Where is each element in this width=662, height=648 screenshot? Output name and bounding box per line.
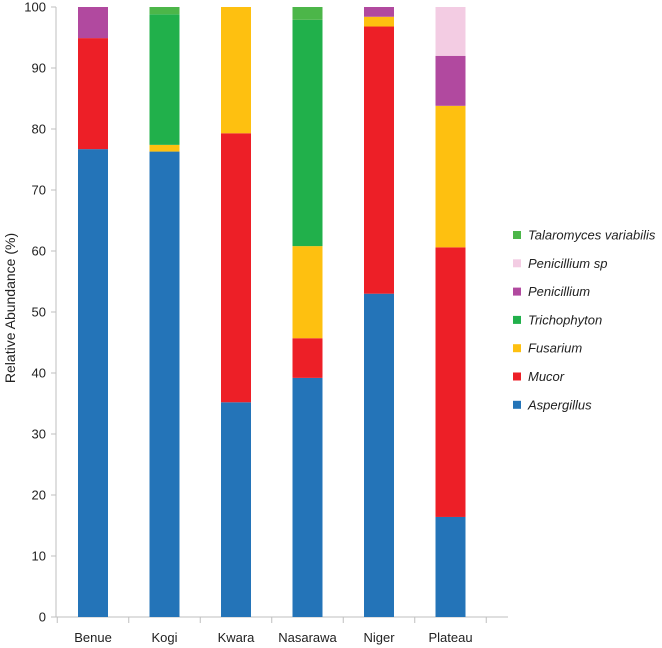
- bar-kogi-fusarium: [149, 144, 180, 152]
- legend-label-fusarium: Fusarium: [528, 341, 582, 356]
- bar-nasarawa-fusarium: [292, 246, 323, 339]
- legend-label-aspergillus: Aspergillus: [527, 397, 592, 412]
- bar-kwara-aspergillus: [221, 402, 251, 617]
- legend-swatch-penicillium-sp: [513, 259, 521, 268]
- x-tick-label-nasarawa: Nasarawa: [278, 630, 337, 645]
- bar-nasarawa-mucor: [292, 338, 323, 378]
- legend-swatch-trichophyton: [513, 315, 521, 324]
- legend-swatch-penicillium: [513, 287, 521, 296]
- y-tick-label: 10: [32, 549, 46, 564]
- bar-kwara-fusarium: [221, 7, 251, 134]
- x-axis: Benue Kogi Kwara Nasarawa Niger Plateau: [56, 616, 508, 645]
- legend-swatch-fusarium: [513, 344, 521, 353]
- legend-swatch-mucor: [513, 372, 521, 381]
- x-tick-label-plateau: Plateau: [428, 630, 472, 645]
- y-tick-label: 40: [32, 366, 46, 381]
- bar-kogi-trichophyton: [149, 14, 180, 145]
- y-tick-label: 90: [32, 61, 46, 76]
- bar-nasarawa-trichophyton: [292, 19, 323, 247]
- bar-plateau-penicillium: [435, 55, 466, 106]
- y-tick-label: 100: [24, 0, 46, 15]
- bar-plateau-fusarium: [435, 105, 466, 248]
- legend-label-penicillium: Penicillium: [528, 284, 590, 299]
- y-tick-label: 60: [32, 244, 46, 259]
- legend-label-talaromyces-variabilis: Talaromyces variabilis: [528, 228, 656, 243]
- bar-nasarawa-aspergillus: [292, 377, 323, 617]
- x-tick-label-niger: Niger: [363, 630, 395, 645]
- y-tick-label: 80: [32, 122, 46, 137]
- bar-niger-fusarium: [364, 16, 394, 27]
- y-tick-label: 70: [32, 183, 46, 198]
- y-tick-label: 50: [32, 305, 46, 320]
- bar-plateau-mucor: [435, 247, 466, 517]
- bar-benue-mucor: [78, 38, 108, 150]
- bar-niger-aspergillus: [364, 293, 394, 617]
- y-tick-label: 30: [32, 427, 46, 442]
- bar-niger-mucor: [364, 26, 394, 294]
- x-tick-label-kogi: Kogi: [151, 630, 177, 645]
- legend-label-mucor: Mucor: [528, 369, 565, 384]
- bar-nasarawa-talaromyces-variabilis: [292, 7, 323, 20]
- y-axis: 0 10 20 30 40 50 60 70 80 90 100: [24, 0, 57, 625]
- legend-label-penicillium-sp: Penicillium sp: [528, 256, 607, 271]
- bars: [78, 7, 466, 617]
- bar-benue-penicillium: [78, 7, 108, 39]
- bar-plateau-aspergillus: [435, 516, 466, 617]
- y-axis-title: Relative Abundance (%): [2, 233, 18, 383]
- legend: Talaromyces variabilis Penicillium sp Peni…: [513, 228, 656, 412]
- legend-label-trichophyton: Trichophyton: [528, 312, 602, 327]
- y-tick-label: 0: [39, 610, 46, 625]
- legend-swatch-aspergillus: [513, 400, 521, 409]
- bar-benue-aspergillus: [78, 149, 108, 617]
- bar-kogi-aspergillus: [149, 151, 180, 617]
- y-tick-label: 20: [32, 488, 46, 503]
- bar-niger-penicillium: [364, 7, 394, 17]
- bar-kogi-talaromyces-variabilis: [149, 7, 180, 15]
- bar-kwara-mucor: [221, 133, 251, 403]
- x-tick-label-benue: Benue: [74, 630, 112, 645]
- bar-plateau-penicillium-sp: [435, 7, 466, 56]
- x-tick-label-kwara: Kwara: [218, 630, 256, 645]
- legend-swatch-talaromyces-variabilis: [513, 231, 521, 239]
